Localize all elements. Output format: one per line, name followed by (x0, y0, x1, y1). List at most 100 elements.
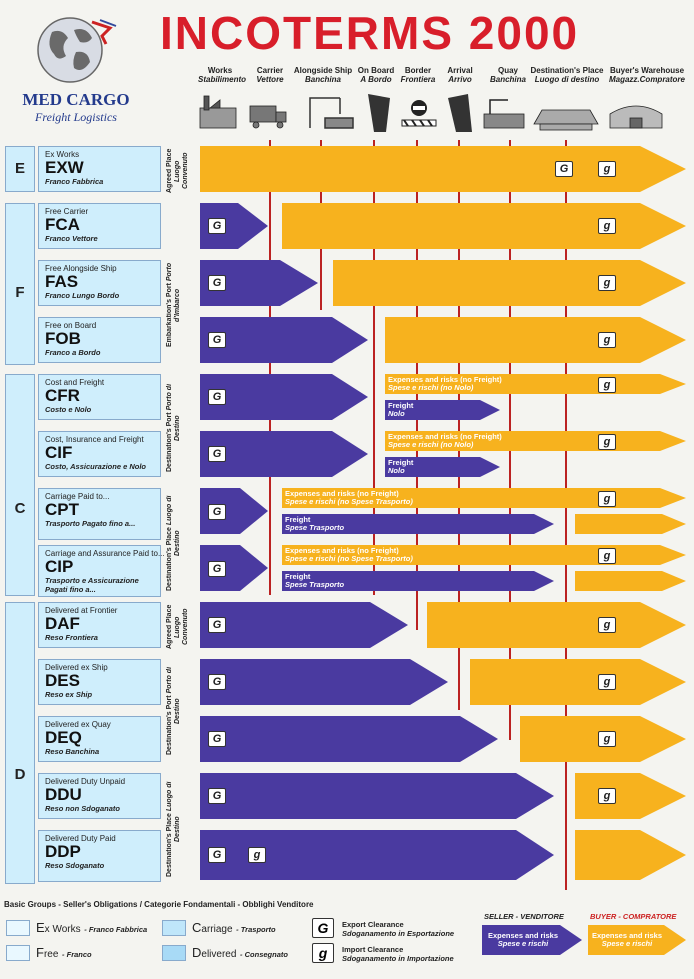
freight-label-cip: Freight Spese Trasporto (285, 572, 345, 589)
col-label-quay: Quay Banchina (489, 66, 526, 84)
freight-label-cif: Freight Nolo (388, 458, 414, 475)
export-clearance-exw: G (555, 161, 573, 177)
seller-arrow-daf (200, 602, 408, 648)
legend-buyer-label: BUYER - COMPRATORE (590, 912, 677, 921)
export-clearance-cpt: G (208, 504, 226, 520)
import-clearance-fob: g (598, 332, 616, 348)
legend-free: Free - Franco (36, 945, 92, 960)
import-clearance-cip: g (598, 548, 616, 564)
buyer-arrow-fca (282, 203, 686, 249)
import-clearance-cpt: g (598, 491, 616, 507)
seller-arrow-cip (200, 545, 268, 591)
import-clearance-deq: g (598, 731, 616, 747)
export-clearance-deq: G (208, 731, 226, 747)
import-clearance-cif: g (598, 434, 616, 450)
quay-icon (483, 99, 525, 129)
buyer-arrow-fob (385, 317, 686, 363)
export-clearance-fob: G (208, 332, 226, 348)
seller-arrow-des (200, 659, 448, 705)
border-sign-icon (401, 100, 437, 127)
legend-box-delivered (162, 945, 186, 961)
legend-ex-works: Ex Works - Franco Fabbrica (36, 920, 148, 935)
term-fca: Free Carrier FCA Franco Vettore (38, 203, 161, 249)
seller-arrow-fca (200, 203, 268, 249)
freight-arrow-cif (385, 457, 500, 477)
export-clearance-des: G (208, 674, 226, 690)
import-clearance-exw: g (598, 161, 616, 177)
seller-arrow-ddp (200, 830, 554, 880)
legend-delivered: Delivered - Consegnato (192, 945, 288, 960)
buyer-arrow-des (470, 659, 686, 705)
legend-title: Basic Groups - Seller's Obligations / Ca… (4, 900, 314, 909)
ship-stern-icon (448, 94, 472, 132)
term-ddp: Delivered Duty Paid DDP Reso Sdoganato (38, 830, 161, 882)
buyer-rest-arrow-cpt (575, 514, 686, 534)
col-label-works: Works Stabilimento (198, 66, 247, 84)
col-label-alongside-ship: Alongside Ship Banchina (293, 66, 353, 84)
import-clearance-ddu: g (598, 788, 616, 804)
logo-subtitle: Freight Logistics (35, 110, 117, 124)
legend-seller-expenses: Expenses and risks Spese e rischi (487, 931, 559, 948)
group-letter-d: D (14, 766, 26, 783)
export-clearance-cfr: G (208, 389, 226, 405)
group-letter-c: C (14, 500, 26, 517)
factory-icon (199, 95, 237, 129)
legend-import-clearance: Import Clearance Sdoganamento in Importaz… (342, 945, 454, 963)
seller-arrow-cif (200, 431, 368, 477)
legend-seller-arrow (482, 925, 582, 955)
page-title: INCOTERMS 2000 (160, 7, 580, 59)
term-cif: Cost, Insurance and Freight CIF Costo, Ass… (38, 431, 161, 477)
legend-export-clearance: Export Clearance Sdoganamento in Esportaz… (342, 920, 455, 938)
legend-import-clearance-icon: g (312, 943, 334, 963)
buyer-expenses-arrow-cpt (282, 488, 686, 508)
term-cfr: Cost and Freight CFR Costo e Nolo (38, 374, 161, 420)
seller-arrow-fob (200, 317, 368, 363)
legend-buyer-arrow (588, 925, 686, 955)
expenses-label-cfr: Expenses and risks (no Freight) Spese e r… (388, 375, 502, 392)
export-clearance-fas: G (208, 275, 226, 291)
freight-arrow-cip (282, 571, 554, 591)
buyer-expenses-arrow-cip (282, 545, 686, 565)
group-letter-f: F (15, 284, 25, 301)
legend-box-ex-works (6, 920, 30, 936)
buyer-rest-arrow-cip (575, 571, 686, 591)
legend-box-carriage (162, 920, 186, 936)
seller-arrow-cpt (200, 488, 268, 534)
import-clearance-des: g (598, 674, 616, 690)
import-clearance-cfr: g (598, 377, 616, 393)
group-letter-e: E (14, 160, 25, 177)
legend-buyer-expenses: Expenses and risks Spese e rischi (591, 931, 663, 948)
expenses-label-cpt: Expenses and risks (no Freight) Spese e r… (285, 489, 413, 506)
seller-arrow-cfr (200, 374, 368, 420)
col-label-border: Border Frontiera (400, 66, 436, 84)
term-cpt: Carriage Paid to... CPT Trasporto Pagato f… (38, 488, 161, 540)
seller-arrow-fas (200, 260, 318, 306)
legend-carriage: Carriage - Trasporto (192, 920, 276, 935)
term-ddu: Delivered Duty Unpaid DDU Reso non Sdogana… (38, 773, 161, 819)
freight-arrow-cfr (385, 400, 500, 420)
import-clearance-ddp: g (248, 847, 266, 863)
import-clearance-fca: g (598, 218, 616, 234)
freight-label-cpt: Freight Spese Trasporto (285, 515, 345, 532)
export-clearance-cif: G (208, 446, 226, 462)
term-daf: Delivered at Frontier DAF Reso Frontiera (38, 602, 161, 648)
buyer-arrow-exw (200, 146, 686, 192)
export-clearance-daf: G (208, 617, 226, 633)
column-line-destinations-place (565, 140, 567, 890)
expenses-label-cip: Expenses and risks (no Freight) Spese e r… (285, 546, 413, 563)
buyer-arrow-daf (427, 602, 686, 648)
export-clearance-cip: G (208, 561, 226, 577)
buyer-arrow-ddp (575, 830, 686, 880)
legend-seller-label: SELLER - VENDITORE (484, 912, 564, 921)
legend-box-free (6, 945, 30, 961)
truck-icon (249, 105, 287, 129)
column-line-on-board (373, 140, 375, 595)
term-deq: Delivered ex Quay DEQ Reso Banchina (38, 716, 161, 762)
buyer-warehouse-icon (609, 105, 663, 129)
globe-logo-icon (30, 10, 120, 90)
column-line-carrier (269, 140, 271, 595)
import-clearance-daf: g (598, 617, 616, 633)
term-des: Delivered ex Ship DES Reso ex Ship (38, 659, 161, 705)
legend-export-clearance-icon: G (312, 918, 334, 938)
export-clearance-ddp: G (208, 847, 226, 863)
